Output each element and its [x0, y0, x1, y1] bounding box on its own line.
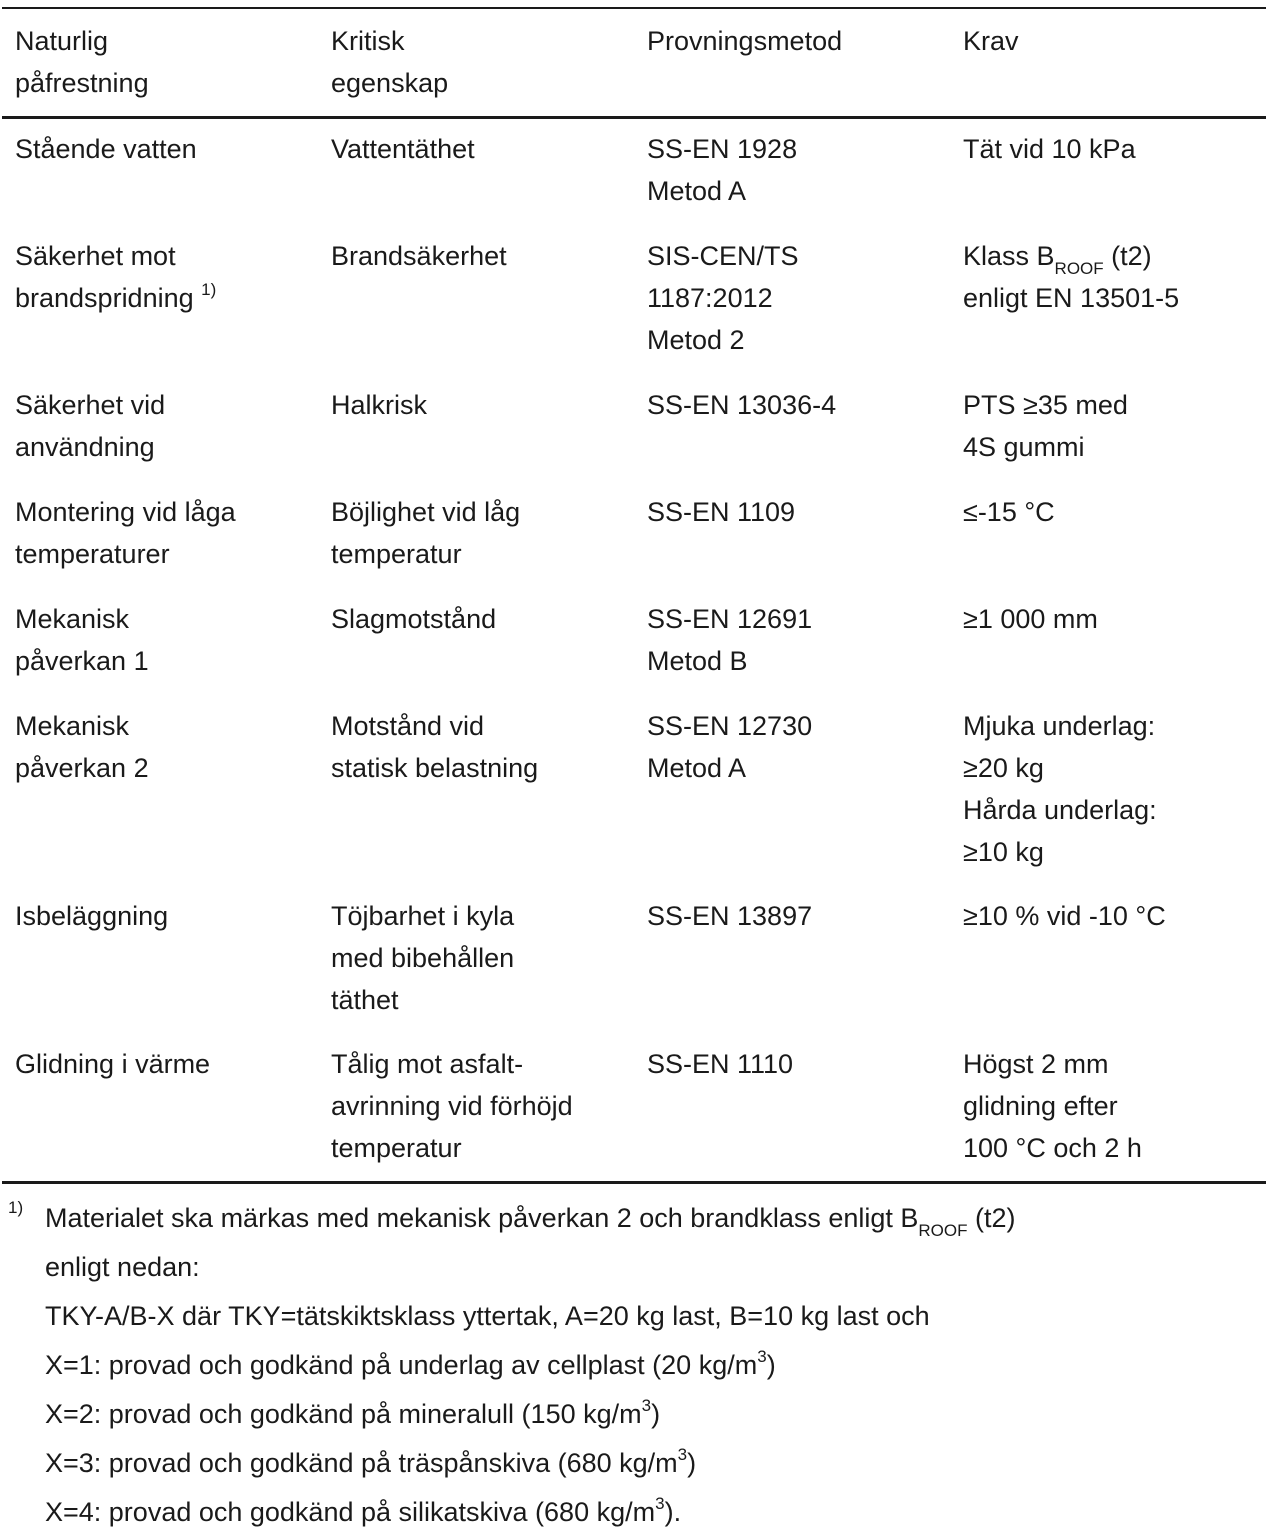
- table-header-rule: [2, 116, 1266, 119]
- cell-critical-property: Halkrisk: [331, 390, 428, 420]
- cell-requirement: ≤-15 °C: [963, 497, 1055, 527]
- cell-critical-property: Motstånd vid statisk belastning: [331, 711, 539, 783]
- cell-natural-stress: Glidning i värme: [15, 1049, 211, 1079]
- cell-test-method: SS-EN 1110: [647, 1049, 794, 1079]
- header-critical-property: Kritisk egenskap: [331, 26, 449, 98]
- cell-natural-stress: Stående vatten: [15, 134, 197, 164]
- footnote-marker: 1): [8, 1198, 24, 1217]
- cell-requirement: ≥1 000 mm: [963, 604, 1098, 634]
- cell-natural-stress: Mekanisk påverkan 1: [15, 604, 149, 676]
- cell-test-method: SS-EN 1928 Metod A: [647, 134, 798, 206]
- cell-critical-property: Brandsäkerhet: [331, 241, 507, 271]
- table-bottom-rule: [2, 1181, 1266, 1184]
- cell-critical-property: Slagmotstånd: [331, 604, 497, 634]
- footnote-text: Materialet ska märkas med mekanisk påver…: [45, 1194, 1016, 1537]
- footnote-line: TKY-A/B-X där TKY=tätskiktsklass ytterta…: [45, 1301, 930, 1331]
- cell-test-method: SS-EN 12730 Metod A: [647, 711, 813, 783]
- footnote-line: X=3: provad och godkänd på träspånskiva …: [45, 1445, 697, 1478]
- footnote-line: X=4: provad och godkänd på silikatskiva …: [45, 1494, 682, 1527]
- footnote-line: Materialet ska märkas med mekanisk påver…: [45, 1203, 1016, 1240]
- cell-requirement: Mjuka underlag: ≥20 kg Hårda underlag: ≥…: [963, 711, 1157, 867]
- cell-natural-stress: Säkerhet vid användning: [15, 390, 166, 462]
- cell-test-method: SS-EN 13036-4: [647, 390, 837, 420]
- table-top-rule: [2, 7, 1266, 9]
- footnote-line: X=1: provad och godkänd på underlag av c…: [45, 1347, 776, 1380]
- cell-natural-stress: Montering vid låga temperaturer: [15, 497, 236, 569]
- cell-critical-property: Tålig mot asfalt- avrinning vid förhöjd …: [331, 1049, 573, 1163]
- cell-critical-property: Böjlighet vid låg temperatur: [331, 497, 521, 569]
- cell-requirement: ≥10 % vid -10 °C: [963, 901, 1166, 931]
- footnote-line: X=2: provad och godkänd på mineralull (1…: [45, 1396, 661, 1429]
- cell-natural-stress: Isbeläggning: [15, 901, 169, 931]
- header-natural-stress: Naturlig påfrestning: [15, 26, 149, 98]
- cell-critical-property: Vattentäthet: [331, 134, 475, 164]
- footnote-line: enligt nedan:: [45, 1252, 200, 1282]
- cell-requirement: PTS ≥35 med 4S gummi: [963, 390, 1128, 462]
- cell-requirement: Klass BROOF (t2) enligt EN 13501-5: [963, 241, 1180, 313]
- cell-natural-stress: Säkerhet mot brandspridning 1): [15, 241, 217, 313]
- cell-requirement: Högst 2 mm glidning efter 100 °C och 2 h: [963, 1049, 1142, 1163]
- cell-test-method: SS-EN 1109: [647, 497, 796, 527]
- header-test-method: Provningsmetod: [647, 26, 843, 56]
- cell-natural-stress: Mekanisk påverkan 2: [15, 711, 149, 783]
- cell-test-method: SS-EN 12691 Metod B: [647, 604, 813, 676]
- cell-test-method: SIS-CEN/TS 1187:2012 Metod 2: [647, 241, 799, 355]
- footnote-reference: 1): [201, 280, 217, 299]
- cell-requirement: Tät vid 10 kPa: [963, 134, 1136, 164]
- header-requirement: Krav: [963, 26, 1019, 56]
- cell-critical-property: Töjbarhet i kyla med bibehållen täthet: [331, 901, 515, 1015]
- cell-test-method: SS-EN 13897: [647, 901, 813, 931]
